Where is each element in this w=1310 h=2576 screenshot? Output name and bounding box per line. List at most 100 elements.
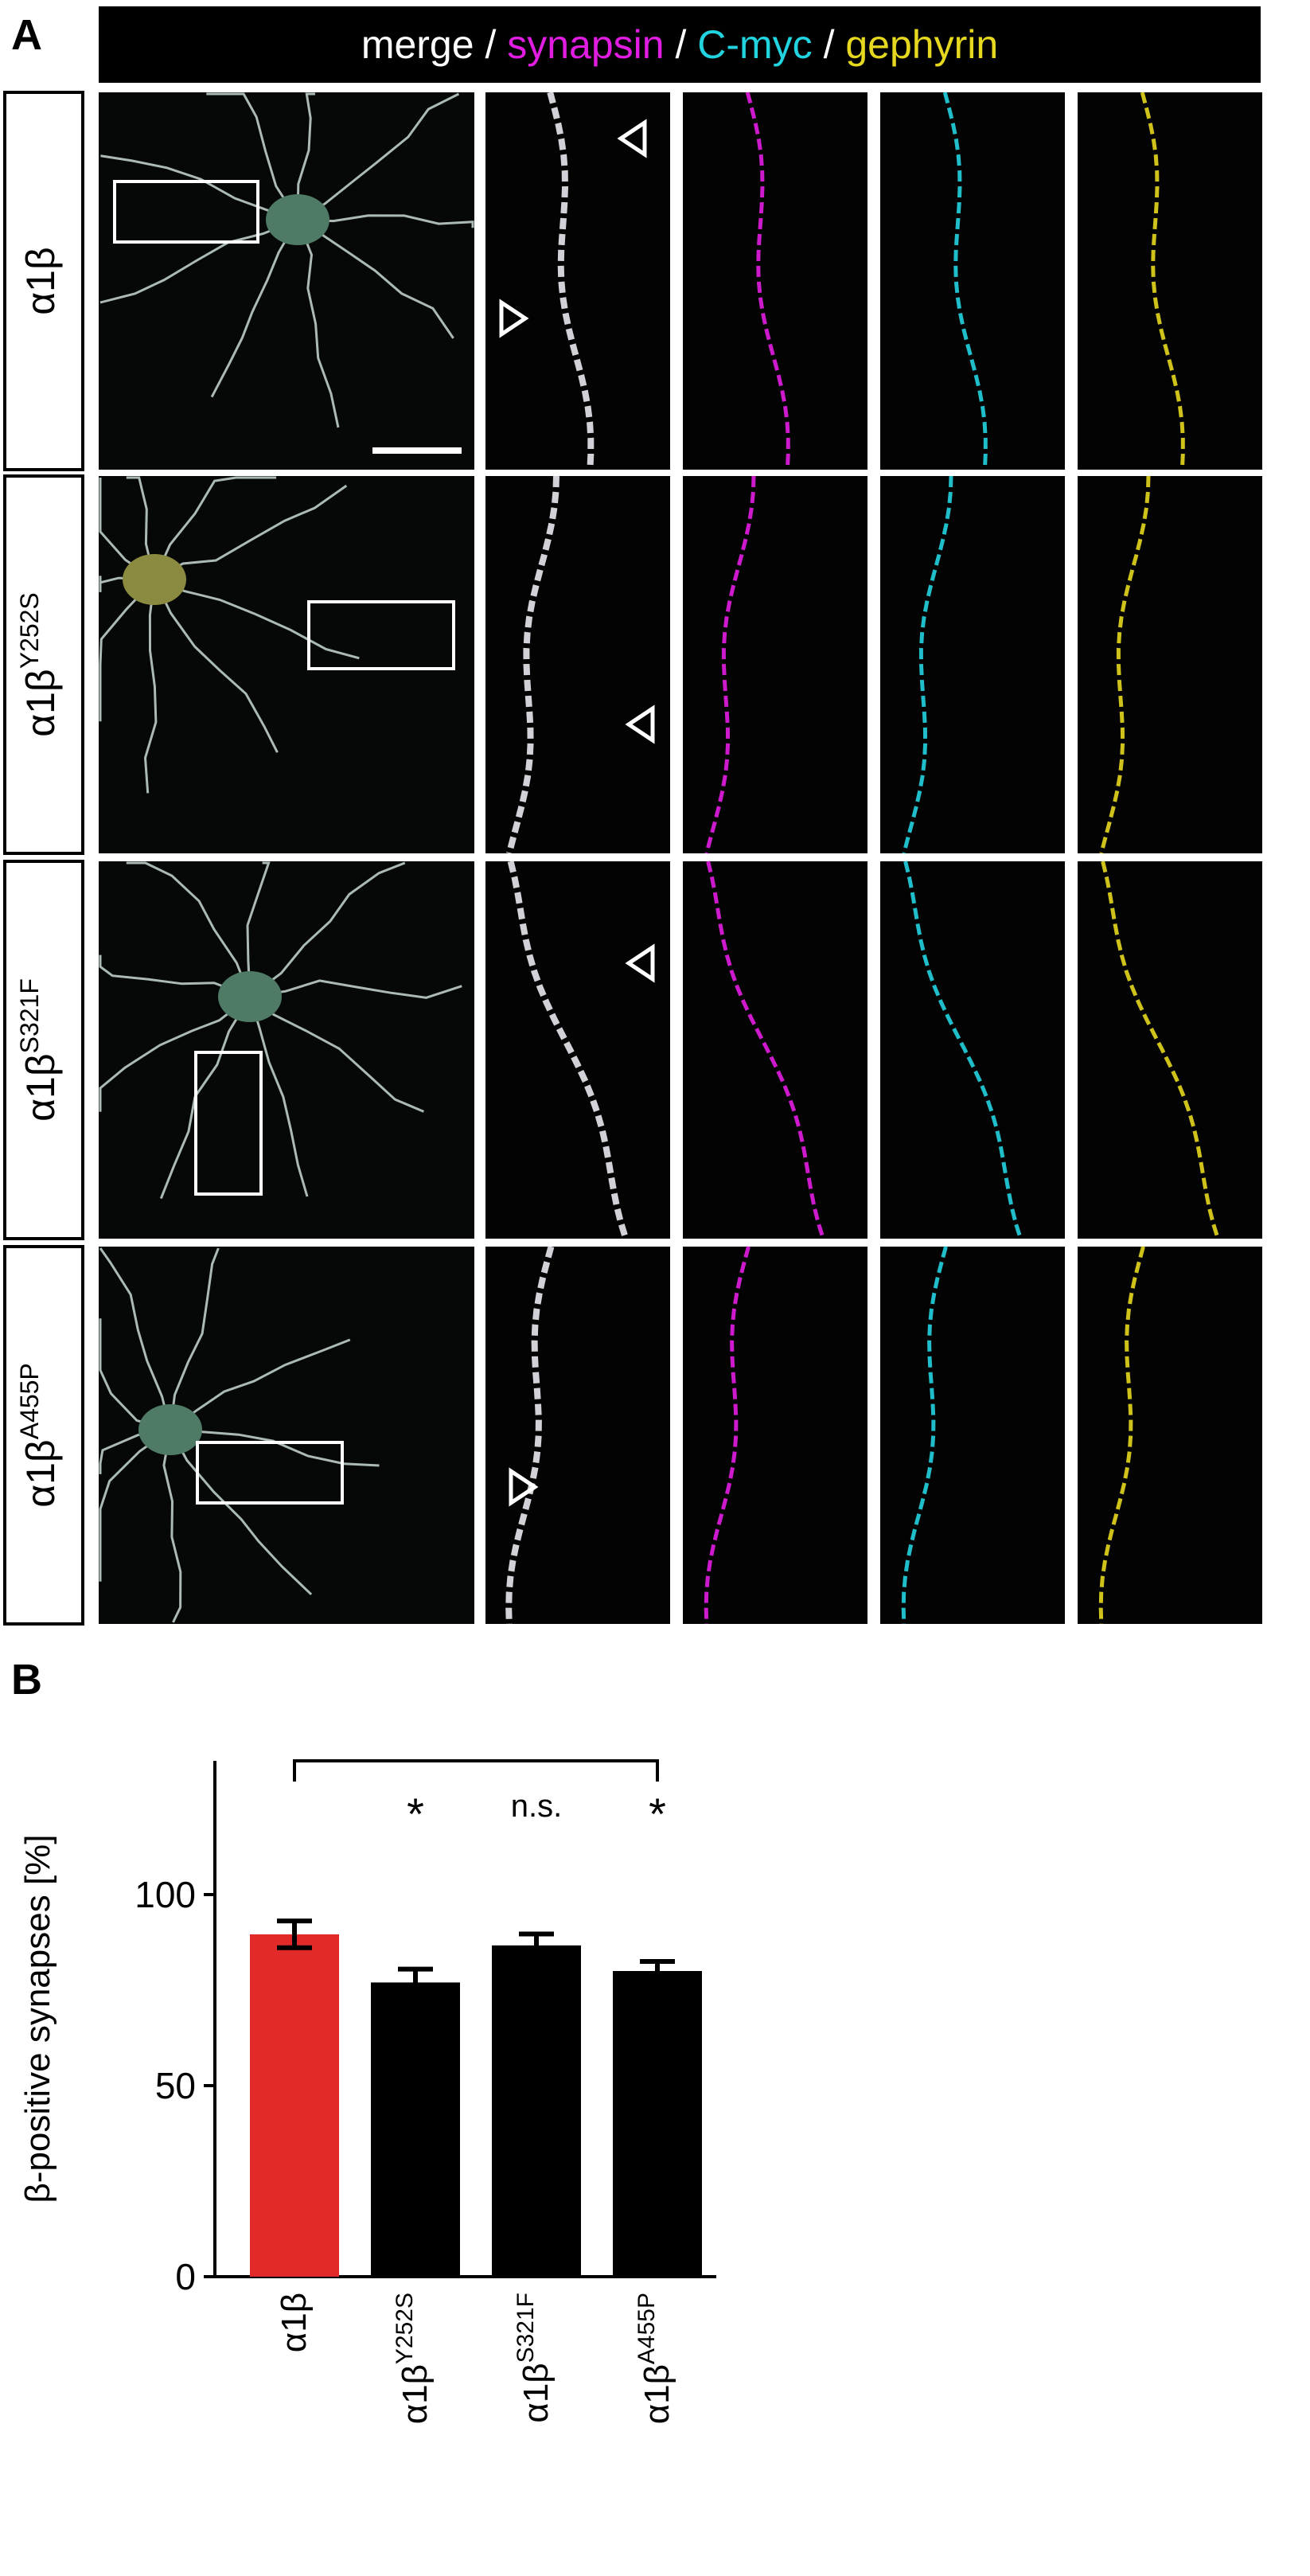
dendrite — [99, 1428, 171, 1582]
dendrite — [99, 1318, 171, 1431]
significance-bracket — [293, 1759, 659, 1782]
error-bar — [398, 1966, 433, 1999]
label-part: A455P — [15, 1363, 44, 1439]
row-label: α1β — [18, 247, 63, 314]
micrograph — [99, 92, 474, 470]
dendrite — [505, 475, 559, 855]
label-part: α1β — [18, 1439, 63, 1507]
channel-name: synapsin — [507, 22, 665, 67]
dendrite — [99, 1428, 171, 1474]
dendrite — [942, 92, 988, 470]
x-tick-label: α1βS321F — [513, 2293, 556, 2423]
label-part: α1β — [18, 247, 63, 314]
micrograph — [880, 861, 1065, 1239]
micrograph — [1078, 92, 1262, 470]
micrograph — [485, 476, 670, 853]
micrograph — [99, 476, 474, 853]
label-part: A455P — [634, 2293, 660, 2364]
significance-label: * — [649, 1789, 666, 1839]
channel-name: C-myc — [697, 22, 813, 67]
row-label-box — [3, 860, 84, 1240]
inset-box — [194, 1051, 263, 1196]
error-bar — [640, 1959, 675, 1983]
dendrite — [99, 576, 155, 592]
inset-box — [113, 180, 259, 244]
dendrite — [249, 861, 406, 998]
y-tick-label: 100 — [135, 1874, 196, 1915]
label-part: S321F — [15, 978, 44, 1053]
arrowhead — [499, 299, 529, 338]
label-part: α1β — [517, 2363, 556, 2422]
label-part: α1β — [396, 2364, 435, 2424]
micrograph — [880, 476, 1065, 853]
label-part: S321F — [513, 2293, 539, 2363]
dendrite — [505, 1245, 555, 1625]
dendrite — [162, 1429, 182, 1623]
micrograph — [683, 1247, 867, 1624]
dendrite — [154, 484, 348, 581]
dendrite — [704, 475, 756, 854]
bar — [371, 1982, 460, 2277]
dendrite — [903, 861, 1023, 1239]
dendrite — [249, 995, 424, 1113]
label-part: α1β — [18, 1053, 63, 1121]
dendrite — [1140, 92, 1185, 470]
micrograph — [99, 861, 474, 1239]
dendrite — [169, 1247, 220, 1430]
dendrite — [901, 1246, 948, 1625]
label-part: Y252S — [392, 2293, 418, 2364]
row-label-box — [3, 1245, 84, 1626]
dendrite — [297, 92, 460, 221]
dendrite — [99, 954, 251, 998]
dendrite — [296, 92, 315, 221]
row-label: α1βA455P — [15, 1363, 63, 1508]
bar — [250, 1934, 339, 2277]
row-label: α1βS321F — [15, 978, 63, 1122]
dendrite — [99, 1247, 172, 1430]
micrograph — [683, 92, 867, 470]
dendrite — [154, 578, 360, 660]
dendrite — [153, 579, 279, 753]
micrograph — [880, 1247, 1065, 1624]
dendrite — [902, 475, 953, 854]
micrograph — [485, 92, 670, 470]
arrowhead — [625, 704, 655, 744]
label-part: α1β — [637, 2364, 676, 2424]
dendrite — [99, 218, 298, 304]
dendrite — [169, 1429, 313, 1595]
x-tick-label: α1βA455P — [634, 2293, 676, 2424]
dendrite — [99, 578, 156, 722]
channel-name: merge / — [361, 22, 508, 67]
label-part: α1β — [18, 669, 63, 736]
bar — [492, 1945, 581, 2277]
channel-name: gephyrin — [845, 22, 999, 67]
soma — [138, 1404, 202, 1455]
dendrite — [297, 214, 474, 228]
y-tick-label: 0 — [175, 2256, 196, 2297]
panel-label: A — [11, 11, 42, 59]
micrograph — [880, 92, 1065, 470]
significance-label: * — [407, 1789, 424, 1839]
micrograph — [1078, 1247, 1262, 1624]
x-tick-label: α1β — [275, 2293, 314, 2352]
dendrite — [143, 579, 158, 794]
label-part: α1β — [275, 2293, 314, 2352]
bar — [613, 1971, 702, 2277]
dendrite — [704, 1246, 751, 1625]
dendrite — [249, 979, 462, 999]
micrograph — [485, 1247, 670, 1624]
error-bar — [519, 1931, 554, 1960]
dendrite — [99, 995, 251, 1112]
dendrite — [296, 219, 340, 428]
arrowhead — [509, 1467, 539, 1507]
micrograph — [1078, 861, 1262, 1239]
row-label-box — [3, 91, 84, 471]
dendrite — [547, 91, 595, 470]
channel-name: / — [664, 22, 698, 67]
inset-box — [307, 600, 455, 670]
dendrite — [153, 476, 277, 580]
dendrite — [706, 861, 825, 1239]
dendrite — [745, 92, 790, 470]
